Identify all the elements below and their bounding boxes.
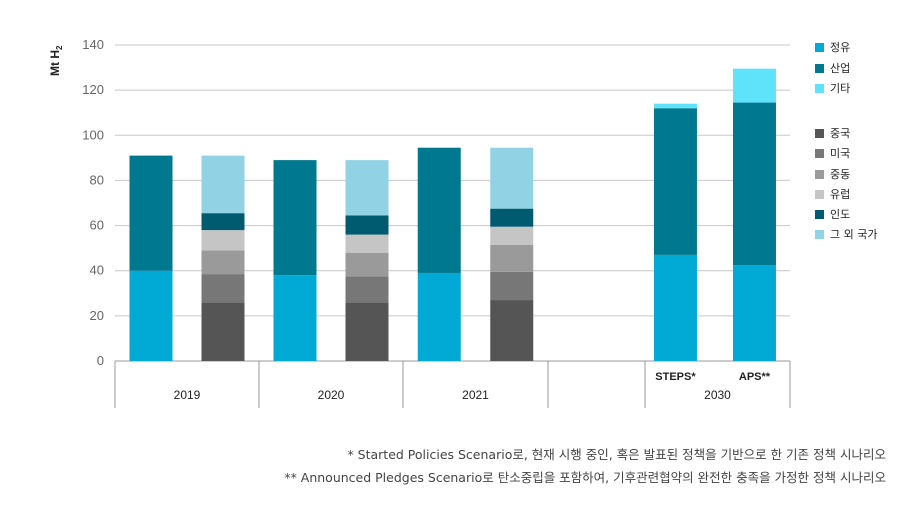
bar-segment-정유: [129, 270, 173, 361]
bar-segment-인도: [490, 208, 534, 227]
bar-segment-정유: [417, 272, 461, 361]
bar-segment-중국: [490, 300, 534, 361]
y-tick-label: 40: [90, 263, 104, 278]
bar-segment-그 외 국가: [490, 147, 534, 209]
legend-label: 정유: [830, 41, 850, 54]
x-category-label: 2030: [704, 388, 731, 402]
y-tick-label: 100: [82, 127, 104, 142]
legend-swatch: [815, 190, 824, 199]
bar-segment-산업: [653, 108, 697, 255]
legend-swatch: [815, 149, 824, 158]
bar-segment-유럽: [345, 234, 389, 253]
bars: [129, 68, 776, 361]
bar-segment-미국: [201, 274, 245, 303]
bar-label: APS**: [739, 371, 771, 383]
x-category-label: 2019: [174, 388, 201, 402]
y-axis-label-text: Mt H: [48, 50, 62, 76]
bar-segment-그 외 국가: [345, 160, 389, 216]
legend-swatch: [815, 230, 824, 239]
y-tick-label: 0: [97, 353, 104, 368]
y-axis-ticks: 0 20 40 60 80 100 120 140: [82, 37, 104, 368]
legend-swatch: [815, 84, 824, 93]
bar-segment-미국: [490, 271, 534, 301]
y-tick-label: 120: [82, 82, 104, 97]
bar-segment-정유: [653, 254, 697, 361]
x-axis: 2019 2020 2021 2030 STEPS* APS**: [114, 361, 791, 408]
legend-swatch: [815, 210, 824, 219]
legend-label: 미국: [830, 147, 850, 160]
y-tick-label: 60: [90, 218, 104, 233]
bar-segment-산업: [129, 155, 173, 271]
y-tick-label: 140: [82, 37, 104, 52]
bar-segment-중동: [201, 250, 245, 275]
bar-segment-기타: [732, 68, 776, 103]
bar-segment-기타: [653, 103, 697, 109]
bar-label: STEPS*: [655, 371, 696, 383]
y-tick-label: 80: [90, 172, 104, 187]
bar-segment-산업: [732, 102, 776, 266]
bar-segment-미국: [345, 276, 389, 303]
legend-swatch: [815, 170, 824, 179]
legend-swatch: [815, 129, 824, 138]
legend-swatch: [815, 64, 824, 73]
footnote-steps: * Started Policies Scenario로, 현재 시행 중인, …: [347, 447, 886, 462]
bar-segment-정유: [732, 265, 776, 361]
x-category-label: 2021: [462, 388, 489, 402]
bar-segment-산업: [273, 160, 317, 276]
bar-segment-중국: [345, 302, 389, 361]
legend-label: 중국: [830, 127, 850, 140]
bar-segment-인도: [201, 213, 245, 231]
legend-label: 그 외 국가: [830, 228, 877, 241]
legend-label: 유럽: [830, 187, 850, 201]
bar-segment-유럽: [490, 226, 534, 245]
bar-segment-산업: [417, 147, 461, 273]
legend-swatch: [815, 43, 824, 52]
y-tick-label: 20: [90, 308, 104, 323]
legend-label: 중동: [830, 168, 850, 181]
y-axis-label: Mt H2: [48, 45, 64, 76]
bar-segment-유럽: [201, 230, 245, 251]
legend-label: 기타: [830, 82, 850, 95]
legend-label: 산업: [830, 62, 850, 75]
footnote-aps: ** Announced Pledges Scenario로 탄소중립을 포함하…: [284, 470, 886, 485]
bar-segment-그 외 국가: [201, 155, 245, 214]
bar-segment-중국: [201, 302, 245, 361]
y-axis-label-subscript: 2: [55, 45, 64, 50]
bar-segment-중동: [490, 244, 534, 272]
x-category-label: 2020: [318, 388, 345, 402]
bar-segment-정유: [273, 275, 317, 361]
legend-label: 인도: [830, 208, 850, 221]
bar-segment-인도: [345, 215, 389, 235]
bar-segment-중동: [345, 252, 389, 277]
